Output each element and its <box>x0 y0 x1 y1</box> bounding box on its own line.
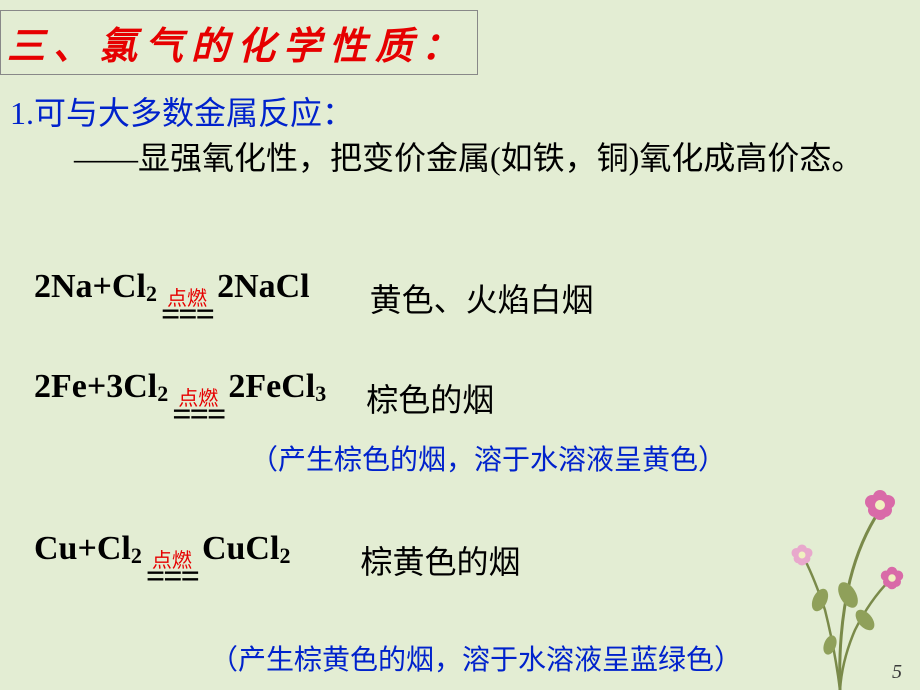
equation-1-row: 2Na+Cl2 点燃 === 2NaCl 黄色、火焰白烟 <box>34 268 594 328</box>
equation-3-row: Cu+Cl2 点燃 === CuCl2 棕黄色的烟 <box>34 530 520 590</box>
condition-1-label: 点燃 <box>167 289 207 309</box>
page-number: 5 <box>892 661 902 684</box>
condition-3-label: 点燃 <box>152 551 192 571</box>
plant-decoration-icon <box>760 450 920 690</box>
condition-2: 点燃 === <box>172 381 224 428</box>
section-title-box: 三、氯气的化学性质： <box>0 10 478 75</box>
eq1-lhs-a: 2Na+Cl <box>34 268 146 306</box>
subheading-1: 1.可与大多数金属反应： <box>10 88 354 134</box>
condition-3: 点燃 === <box>146 543 198 590</box>
equation-1: 2Na+Cl2 点燃 === 2NaCl <box>34 268 310 328</box>
observation-1: 黄色、火焰白烟 <box>370 275 594 321</box>
observation-2: 棕色的烟 <box>366 375 494 421</box>
eq3-rhs-sub: 2 <box>279 543 290 569</box>
observation-3: 棕黄色的烟 <box>360 537 520 583</box>
eq1-rhs-a: 2NaCl <box>217 268 310 306</box>
eq2-rhs-a: 2FeCl <box>228 368 315 406</box>
eq2-lhs-sub: 2 <box>157 381 168 407</box>
eq2-lhs-a: 2Fe+3Cl <box>34 368 157 406</box>
equation-3: Cu+Cl2 点燃 === CuCl2 <box>34 530 290 590</box>
description: ——显强氧化性，把变价金属(如铁，铜)氧化成高价态。 <box>10 136 890 181</box>
eq2-rhs-sub: 3 <box>315 381 326 407</box>
equation-2-row: 2Fe+3Cl2 点燃 === 2FeCl3 棕色的烟 <box>34 368 494 428</box>
eq3-rhs-a: CuCl <box>202 530 279 568</box>
condition-2-label: 点燃 <box>178 389 218 409</box>
note-2: （产生棕色的烟，溶于水溶液呈黄色） <box>250 438 726 478</box>
eq3-lhs-a: Cu+Cl <box>34 530 131 568</box>
equation-2: 2Fe+3Cl2 点燃 === 2FeCl3 <box>34 368 326 428</box>
eq1-lhs-sub: 2 <box>146 281 157 307</box>
section-title: 三、氯气的化学性质： <box>7 26 467 68</box>
condition-1: 点燃 === <box>161 281 213 328</box>
note-3: （产生棕黄色的烟，溶于水溶液呈蓝绿色） <box>210 638 742 678</box>
eq3-lhs-sub: 2 <box>131 543 142 569</box>
